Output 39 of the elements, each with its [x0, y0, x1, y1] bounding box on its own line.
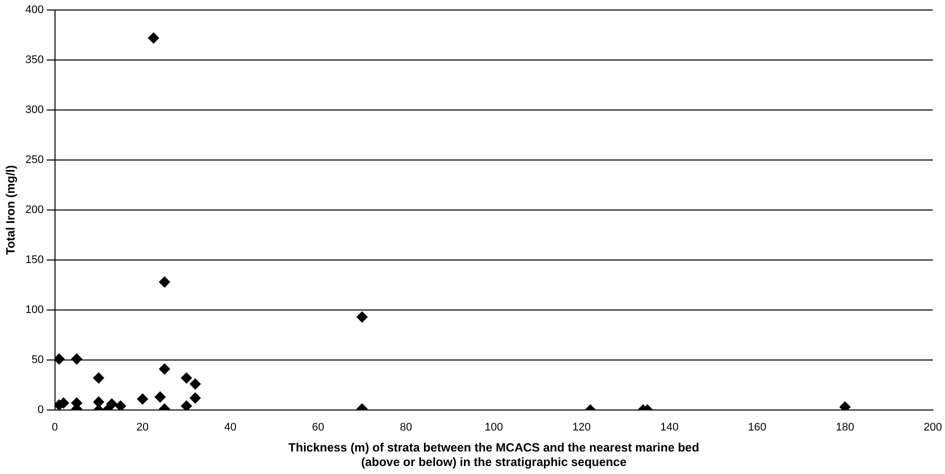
x-tick-label: 140: [660, 422, 679, 434]
x-tick-label: 160: [748, 422, 766, 434]
y-tick-label: 150: [25, 254, 44, 266]
y-tick-label: 300: [25, 104, 44, 116]
x-tick-label: 80: [400, 422, 412, 434]
point: [180, 400, 192, 410]
point: [71, 354, 82, 364]
x-axis-title: Thickness (m) of strata between the MCACS and the nearest marine bed (above or below) in the stratigraphic sequence: [288, 440, 700, 470]
x-tick-label: 200: [924, 422, 942, 434]
x-tick-label: 20: [136, 422, 149, 434]
point: [115, 400, 126, 410]
point: [148, 32, 160, 44]
point: [93, 396, 104, 408]
x-tick-label: 120: [572, 422, 591, 434]
y-tick-label: 400: [25, 4, 44, 16]
point: [840, 402, 851, 410]
x-tick-label: 0: [52, 422, 58, 434]
point: [159, 276, 170, 288]
point: [93, 372, 104, 384]
y-tick-label: 100: [25, 304, 44, 316]
point: [190, 378, 201, 390]
point: [159, 364, 170, 374]
x-tick-label: 60: [312, 422, 324, 434]
point: [154, 392, 166, 402]
point: [137, 394, 148, 404]
point: [54, 354, 65, 364]
y-tick-label: 50: [32, 354, 44, 366]
x-tick-label: 180: [836, 422, 854, 434]
y-tick-label: 350: [25, 54, 44, 66]
y-tick-label: 0: [38, 404, 44, 416]
y-tick-label: 200: [25, 204, 44, 216]
y-axis-title: Total Iron (mg/l): [4, 165, 18, 255]
point: [106, 398, 118, 410]
y-tick-label: 250: [25, 154, 44, 166]
point: [190, 392, 201, 404]
x-tick-label: 40: [224, 422, 236, 434]
point: [180, 372, 192, 384]
x-tick-label: 100: [484, 422, 503, 434]
point: [356, 312, 368, 322]
